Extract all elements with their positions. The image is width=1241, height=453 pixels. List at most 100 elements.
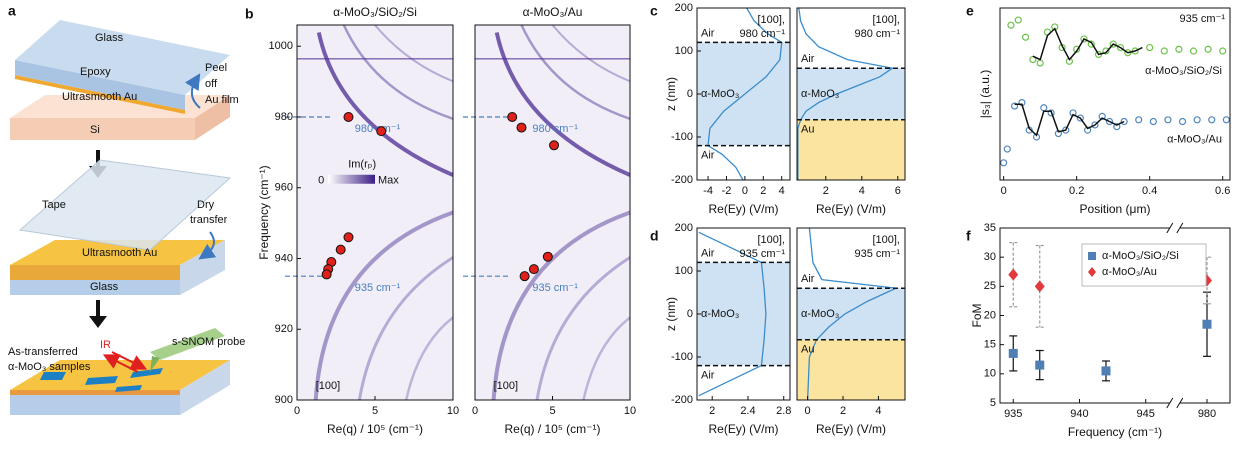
- point: [1208, 116, 1216, 124]
- y-tick-label: 1000: [269, 40, 293, 52]
- point: [1035, 360, 1045, 370]
- x-tick-label: 4: [779, 185, 785, 197]
- region: [697, 42, 790, 146]
- glass-front: [15, 60, 185, 110]
- au-front: [10, 265, 180, 280]
- flake: [130, 368, 163, 378]
- label: As-transferred: [8, 346, 78, 358]
- y-tick-label: 200: [675, 2, 693, 14]
- x-tick-label: 2: [709, 405, 715, 417]
- chart-title: α-MoO₃/SiO₂/Si: [333, 5, 417, 19]
- region-label: α-MoO₃: [801, 88, 839, 100]
- region: [797, 8, 905, 69]
- panel-a: a Glass Epoxy Ultrasmooth Au Si Peel off…: [8, 3, 245, 415]
- y-tick-label: 980: [275, 111, 293, 123]
- colorbar: [328, 174, 375, 184]
- annotation: 935 cm⁻¹: [739, 248, 785, 260]
- panel-label: e: [966, 3, 974, 19]
- point: [519, 271, 530, 282]
- point: [1034, 280, 1045, 293]
- point: [1116, 43, 1125, 52]
- y-tick-label: -100: [671, 131, 693, 143]
- point: [1160, 47, 1168, 55]
- line: [797, 8, 895, 180]
- label: Ultrasmooth Au: [82, 247, 157, 259]
- heatmap-background: [297, 25, 453, 400]
- line: [806, 228, 899, 400]
- fit-line: [1032, 27, 1143, 61]
- dispersion-branch: [374, 25, 453, 83]
- region: [697, 365, 790, 400]
- region-label: Air: [701, 370, 715, 382]
- dispersion-branch: [551, 25, 630, 83]
- annotation: [100]: [494, 380, 518, 392]
- point: [1087, 40, 1095, 48]
- point: [1222, 116, 1230, 124]
- point: [1175, 45, 1183, 53]
- x-tick-label: 10: [447, 405, 459, 417]
- line: [707, 8, 783, 180]
- annotation: [100],: [757, 234, 785, 246]
- y-axis-label: z (nm): [664, 77, 678, 111]
- region-label: Air: [801, 273, 815, 285]
- point: [1014, 16, 1022, 24]
- point: [1178, 117, 1187, 126]
- point: [335, 244, 346, 255]
- x-tick-label: 4: [875, 405, 881, 417]
- x-axis-label: Re(Ey) (V/m): [816, 422, 886, 436]
- transfer-arrow: [198, 231, 217, 260]
- si-front: [10, 118, 195, 140]
- region-label: α-MoO₃: [701, 308, 739, 320]
- point: [1076, 114, 1084, 122]
- region-label: Air: [801, 53, 815, 65]
- y-tick-label: 940: [275, 252, 293, 264]
- region: [797, 288, 905, 340]
- point: [1135, 116, 1143, 124]
- chart: α-MoO₃/SiO₂/Si α-MoO₃/Au 935 cm⁻¹ 0 0.2 0.4 0.…: [966, 3, 1231, 216]
- y-tick-label: 20: [984, 309, 996, 321]
- x-axis-label: Position (μm): [1080, 202, 1151, 216]
- label: transfer: [190, 214, 228, 226]
- line: [698, 231, 767, 397]
- y-tick-label: 35: [984, 222, 996, 234]
- point: [1084, 126, 1092, 134]
- y-tick-label: 960: [275, 182, 293, 194]
- plot-area: [797, 228, 905, 400]
- glass-front: [10, 395, 180, 415]
- annotation: [100],: [757, 14, 785, 26]
- chart: Air α-MoO₃ Au [100], 935 cm⁻¹ 0 2 4 Re(Ey) (V/m): [796, 227, 906, 436]
- probe-tip: [150, 356, 160, 372]
- x-tick-label: 5: [372, 405, 378, 417]
- label: α-MoO₃ samples: [8, 361, 91, 373]
- point: [1120, 117, 1128, 126]
- point: [549, 140, 560, 151]
- y-axis-label: Frequency (cm⁻¹): [257, 165, 271, 259]
- region: [697, 228, 790, 263]
- point: [1101, 366, 1111, 376]
- peel-arrow: [184, 73, 201, 109]
- y-tick-label: 200: [675, 222, 693, 234]
- panel-label: c: [650, 3, 658, 19]
- axis-break-gap: [1169, 225, 1180, 231]
- y-tick-label: 25: [984, 280, 996, 292]
- point: [343, 232, 354, 243]
- point: [1098, 112, 1106, 120]
- region: [697, 262, 790, 366]
- y-tick-label: -200: [671, 174, 693, 186]
- y-tick-label: 0: [687, 88, 693, 100]
- x-tick-label: 2: [823, 185, 829, 197]
- point: [1105, 117, 1114, 126]
- ir-in: [111, 351, 148, 370]
- au-top: [10, 240, 225, 265]
- region: [797, 68, 905, 120]
- region: [797, 228, 905, 289]
- point: [1146, 43, 1154, 52]
- point: [1102, 47, 1110, 55]
- au-film: [15, 75, 185, 114]
- legend-box: [1081, 243, 1207, 287]
- axis-break: [1176, 397, 1184, 409]
- panel-label: f: [966, 228, 971, 244]
- annotation: [100],: [872, 14, 900, 26]
